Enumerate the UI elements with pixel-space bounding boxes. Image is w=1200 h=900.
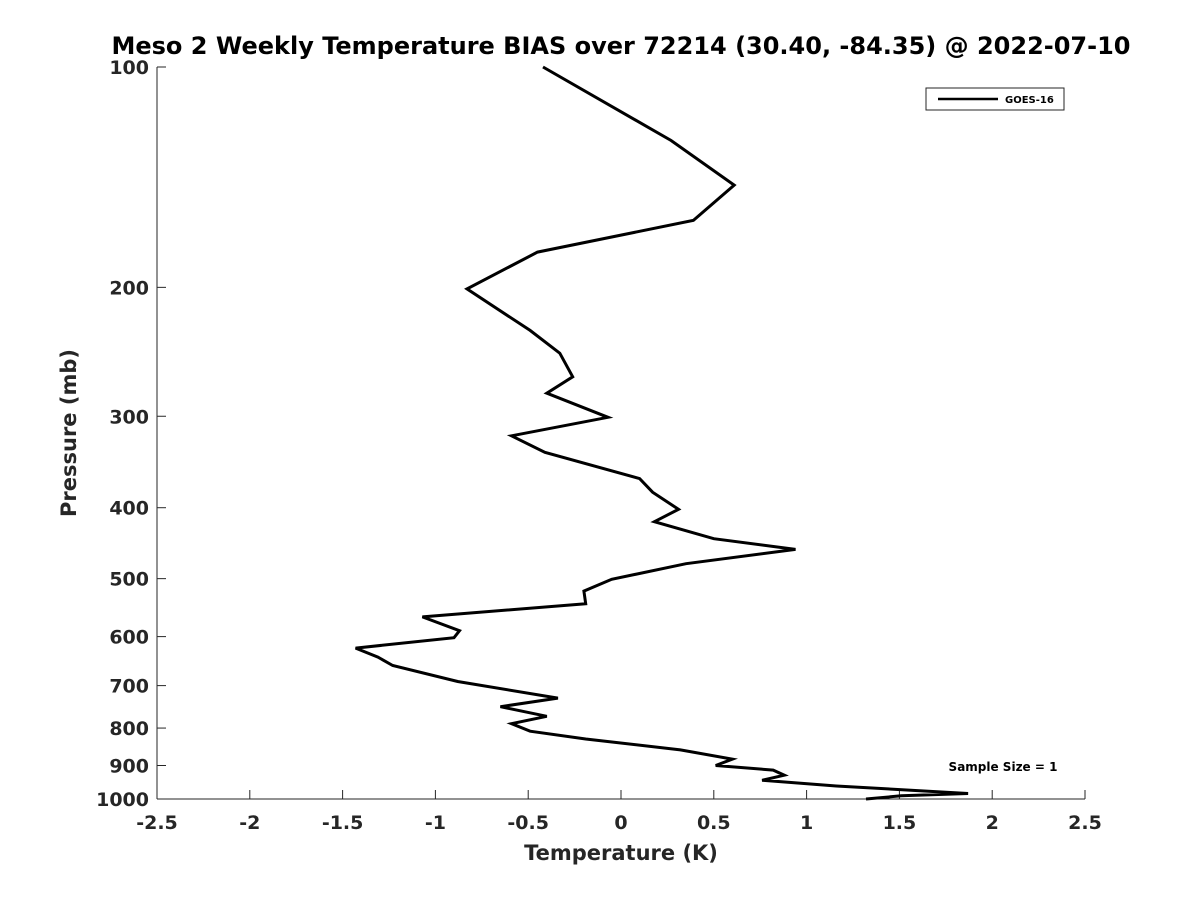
y-tick-label: 300 (109, 406, 149, 428)
x-tick-label: 2.5 (1068, 812, 1102, 834)
x-tick-label: 0.5 (697, 812, 731, 834)
y-tick-label: 1000 (96, 789, 149, 811)
y-axis-label: Pressure (mb) (57, 349, 81, 517)
x-tick-label: 0 (614, 812, 627, 834)
y-tick-label: 500 (109, 569, 149, 591)
y-tick-label: 900 (109, 756, 149, 778)
chart-title: Meso 2 Weekly Temperature BIAS over 7221… (111, 32, 1130, 60)
x-tick-label: -2 (239, 812, 260, 834)
x-tick-label: 2 (986, 812, 999, 834)
x-tick-label: 1.5 (883, 812, 917, 834)
y-tick-label: 400 (109, 498, 149, 520)
x-tick-label: -2.5 (136, 812, 178, 834)
y-tick-label: 200 (109, 277, 149, 299)
y-tick-label: 100 (109, 57, 149, 79)
series-line-goes-16 (355, 65, 969, 801)
x-tick-label: 1 (800, 812, 813, 834)
axis-ticks: -2.5 -2 -1.5 -1 -0.5 0 0.5 1 1.5 2 2.5 100 200 300 400… (96, 57, 1102, 834)
y-tick-label: 600 (109, 627, 149, 649)
x-tick-label: -1 (425, 812, 446, 834)
sample-size-annotation: Sample Size = 1 (949, 760, 1058, 774)
x-tick-label: -0.5 (507, 812, 549, 834)
x-axis-label: Temperature (K) (524, 841, 718, 865)
legend-label-goes-16: GOES-16 (1005, 95, 1054, 106)
y-tick-label: 800 (109, 718, 149, 740)
series-layer (355, 65, 969, 801)
legend: GOES-16 (925, 87, 1065, 111)
y-tick-label: 700 (109, 676, 149, 698)
x-tick-label: -1.5 (322, 812, 364, 834)
